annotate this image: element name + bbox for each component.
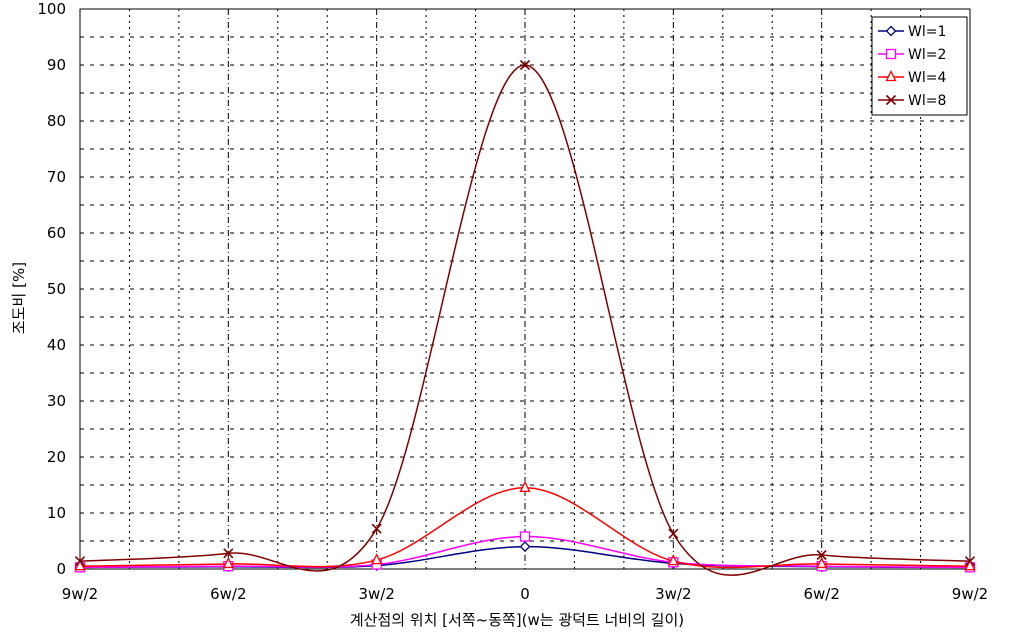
data-point <box>964 556 976 567</box>
x-tick-label: 3w/2 <box>655 585 691 603</box>
grid <box>80 9 970 569</box>
data-point <box>223 548 234 559</box>
x-tick-label: 0 <box>520 585 530 603</box>
data-point <box>816 557 828 569</box>
legend-item: Wl=1 <box>878 24 946 40</box>
legend-box <box>871 16 968 116</box>
legend-marker <box>885 94 897 106</box>
y-tick-label: 0 <box>56 560 66 578</box>
data-point <box>74 559 86 571</box>
legend-label: Wl=4 <box>908 70 946 86</box>
x-tick-label: 9w/2 <box>62 585 98 603</box>
data-point <box>667 554 679 566</box>
legend-item: Wl=2 <box>878 47 946 63</box>
data-point <box>519 59 531 71</box>
data-point <box>519 541 531 553</box>
data-point <box>74 556 86 567</box>
legend-marker <box>885 25 897 37</box>
x-tick-label: 3w/2 <box>358 585 394 603</box>
x-tick-label: 9w/2 <box>952 585 988 603</box>
x-tick-label: 6w/2 <box>803 585 839 603</box>
series-4 <box>74 59 976 576</box>
plot-area <box>79 8 971 570</box>
legend-marker <box>885 70 897 82</box>
x-tick-label: 6w/2 <box>210 585 246 603</box>
legend-item: Wl=8 <box>878 93 946 109</box>
y-tick-label: 40 <box>47 336 66 354</box>
y-tick-label: 20 <box>47 448 66 466</box>
y-tick-label: 50 <box>47 280 66 298</box>
legend-label: Wl=1 <box>908 24 946 40</box>
y-tick-label: 80 <box>47 112 66 130</box>
data-point <box>668 528 679 539</box>
legend-label: Wl=8 <box>908 93 946 109</box>
data-point <box>519 480 531 492</box>
y-tick-label: 10 <box>47 504 66 522</box>
data-point <box>222 557 234 569</box>
data-point <box>371 523 382 534</box>
series-layer <box>74 59 976 576</box>
y-tick-label: 30 <box>47 392 66 410</box>
data-point <box>964 559 976 571</box>
y-tick-label: 60 <box>47 224 66 242</box>
y-axis-title: 조도비 [%] <box>10 262 28 334</box>
series-3 <box>74 480 976 571</box>
y-tick-label: 100 <box>37 0 66 18</box>
y-tick-label: 70 <box>47 168 66 186</box>
y-tick-label: 90 <box>47 56 66 74</box>
y-tick-labels: 0 10 20 30 40 50 60 70 80 90 100 <box>37 0 66 578</box>
x-axis-title: 계산점의 위치 [서쪽~동쪽](w는 광덕트 너비의 길이) <box>350 611 684 629</box>
x-tick-labels: 9w/2 6w/2 3w/2 0 3w/2 6w/2 9w/2 <box>62 585 988 603</box>
data-point <box>519 531 531 542</box>
legend: Wl=1 Wl=2 Wl=4 Wl=8 <box>871 16 968 116</box>
data-point <box>371 553 383 565</box>
legend-marker <box>885 48 897 60</box>
legend-item: Wl=4 <box>878 70 946 86</box>
data-point <box>816 549 827 561</box>
legend-label: Wl=2 <box>908 47 946 63</box>
